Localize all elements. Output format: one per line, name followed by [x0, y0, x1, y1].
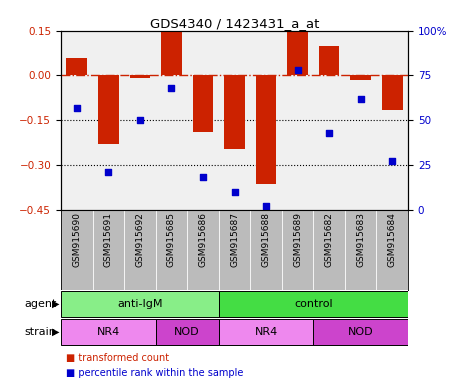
- Text: anti-IgM: anti-IgM: [117, 299, 163, 309]
- Bar: [287, 32, 308, 75]
- Text: ▶: ▶: [52, 327, 60, 337]
- Text: control: control: [294, 299, 333, 309]
- Text: NR4: NR4: [254, 327, 278, 337]
- Bar: [67, 58, 87, 75]
- Text: GSM915686: GSM915686: [198, 212, 207, 267]
- Point: [136, 117, 144, 123]
- Point: [325, 130, 333, 136]
- Point: [73, 104, 81, 111]
- Text: GSM915685: GSM915685: [167, 212, 176, 267]
- Point: [294, 67, 302, 73]
- Text: GSM915684: GSM915684: [388, 212, 397, 267]
- Point: [388, 158, 396, 164]
- Point: [167, 85, 175, 91]
- Bar: [313, 318, 408, 345]
- Text: ■ transformed count: ■ transformed count: [66, 353, 169, 363]
- Text: GSM915691: GSM915691: [104, 212, 113, 267]
- Point: [357, 96, 364, 102]
- Bar: [219, 291, 408, 318]
- Text: GSM915692: GSM915692: [136, 212, 144, 267]
- Text: GSM915687: GSM915687: [230, 212, 239, 267]
- Title: GDS4340 / 1423431_a_at: GDS4340 / 1423431_a_at: [150, 17, 319, 30]
- Bar: [98, 75, 119, 144]
- Point: [105, 169, 112, 175]
- Text: ■ percentile rank within the sample: ■ percentile rank within the sample: [66, 368, 243, 378]
- Text: GSM915688: GSM915688: [262, 212, 271, 267]
- Text: GSM915682: GSM915682: [325, 212, 333, 267]
- Text: NR4: NR4: [97, 327, 120, 337]
- Point: [199, 174, 207, 180]
- Bar: [219, 318, 313, 345]
- Bar: [382, 75, 402, 110]
- Bar: [350, 75, 371, 80]
- Bar: [156, 318, 219, 345]
- Bar: [61, 291, 219, 318]
- Text: NOD: NOD: [174, 327, 200, 337]
- Point: [231, 189, 238, 195]
- Text: GSM915690: GSM915690: [72, 212, 81, 267]
- Bar: [256, 75, 276, 184]
- Bar: [319, 46, 340, 75]
- Bar: [193, 75, 213, 132]
- Bar: [61, 318, 156, 345]
- Text: strain: strain: [24, 327, 56, 337]
- Bar: [129, 75, 150, 78]
- Bar: [224, 75, 245, 149]
- Text: ▶: ▶: [52, 299, 60, 309]
- Text: GSM915683: GSM915683: [356, 212, 365, 267]
- Text: NOD: NOD: [348, 327, 373, 337]
- Point: [262, 203, 270, 209]
- Bar: [161, 32, 182, 75]
- Text: GSM915689: GSM915689: [293, 212, 302, 267]
- Text: agent: agent: [24, 299, 56, 309]
